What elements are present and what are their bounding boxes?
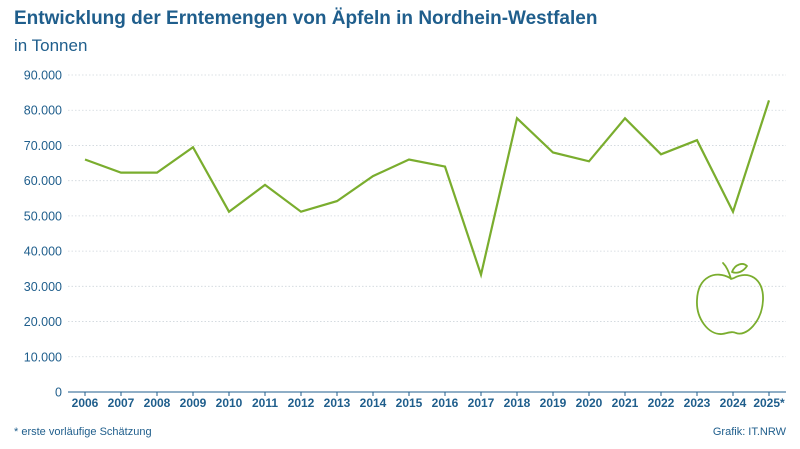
y-tick-label: 60.000 [24, 174, 62, 188]
x-tick-label: 2012 [288, 396, 315, 410]
y-tick-label: 0 [55, 386, 62, 400]
x-tick-label: 2018 [504, 396, 531, 410]
x-tick-label: 2022 [648, 396, 675, 410]
x-tick-label: 2020 [576, 396, 603, 410]
y-tick-label: 50.000 [24, 209, 62, 223]
x-tick-label: 2009 [180, 396, 207, 410]
chart-title: Entwicklung der Erntemengen von Äpfeln i… [14, 8, 598, 29]
x-tick-label: 2010 [216, 396, 243, 410]
series-layer [84, 100, 771, 279]
x-tick-label: 2015 [396, 396, 423, 410]
y-axis-ticks: 0 10.000 20.000 30.000 40.000 50.000 60.000 70.… [24, 69, 62, 400]
y-tick-label: 40.000 [24, 245, 62, 259]
y-tick-label: 10.000 [24, 350, 62, 364]
apple-icon [696, 262, 764, 335]
chart-subtitle: in Tonnen [14, 36, 88, 55]
x-tick-label: 2017 [468, 396, 495, 410]
x-tick-label: 2024 [720, 396, 747, 410]
x-tick-label: 2014 [360, 396, 387, 410]
y-tick-label: 70.000 [24, 139, 62, 153]
x-tick-label: 2016 [432, 396, 459, 410]
y-tick-label: 90.000 [24, 69, 62, 83]
x-tick-label: 2011 [252, 396, 278, 410]
x-tick-label: 2008 [144, 396, 171, 410]
x-tick-label: 2025* [753, 396, 785, 410]
footnote: * erste vorläufige Schätzung [14, 426, 152, 438]
series-line [84, 100, 771, 279]
x-tick-label: 2007 [108, 396, 135, 410]
x-axis-ticks: 2006 2007 2008 2009 2010 2011 2012 2013 2014 2015… [72, 392, 785, 410]
x-tick-label: 2021 [612, 396, 639, 410]
x-tick-label: 2013 [324, 396, 351, 410]
source-credit: Grafik: IT.NRW [712, 426, 786, 438]
x-tick-label: 2006 [72, 396, 99, 410]
grid-lines [68, 74, 786, 393]
y-tick-label: 30.000 [24, 280, 62, 294]
y-tick-label: 80.000 [24, 104, 62, 118]
x-tick-label: 2019 [540, 396, 567, 410]
y-tick-label: 20.000 [24, 315, 62, 329]
x-tick-label: 2023 [684, 396, 711, 410]
